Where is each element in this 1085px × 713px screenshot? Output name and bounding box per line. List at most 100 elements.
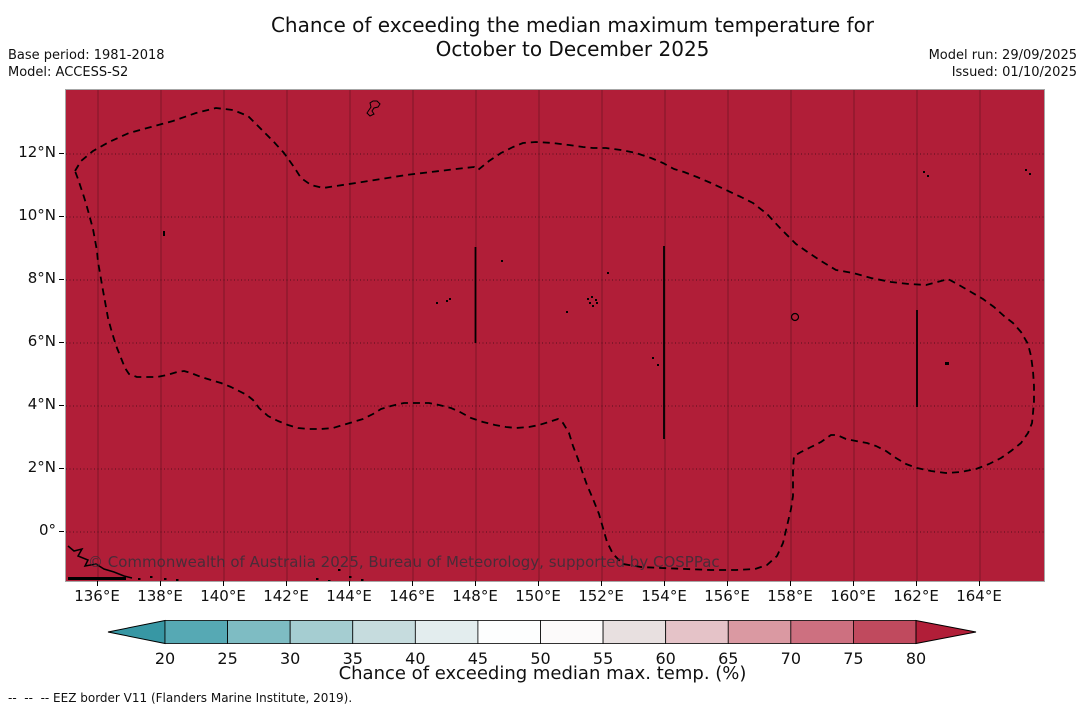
- x-tick-label: 152°E: [578, 587, 624, 605]
- coastline-outline: [68, 577, 126, 580]
- x-axis-tick: [726, 581, 728, 586]
- islet-speck: [361, 579, 364, 581]
- yap-island: [163, 231, 165, 236]
- y-axis-tick: [59, 341, 64, 343]
- y-axis-tick: [59, 404, 64, 406]
- colorbar-tick-label: 65: [718, 649, 738, 668]
- colorbar-tick-label: 30: [280, 649, 300, 668]
- colorbar-segment: [227, 620, 291, 644]
- islet-speck: [923, 171, 925, 173]
- colorbar-segment: [352, 620, 416, 644]
- x-axis-tick: [348, 581, 350, 586]
- islet-speck: [501, 260, 503, 262]
- x-axis-tick: [600, 581, 602, 586]
- coastline-outline: [67, 545, 133, 579]
- copyright-watermark: © Commonwealth of Australia 2025, Bureau…: [88, 553, 720, 571]
- islet-speck: [138, 578, 141, 580]
- x-axis-tick: [663, 581, 665, 586]
- y-tick-label: 0°: [38, 521, 56, 539]
- colorbar-tick-label: 55: [593, 649, 613, 668]
- model-name-text: Model: ACCESS-S2: [8, 64, 129, 80]
- islet-speck: [164, 578, 167, 580]
- x-tick-label: 160°E: [830, 587, 876, 605]
- x-tick-label: 150°E: [515, 587, 561, 605]
- x-tick-label: 140°E: [200, 587, 246, 605]
- colorbar-label: Chance of exceeding median max. temp. (%…: [338, 663, 747, 684]
- colorbar-segment: [477, 620, 541, 644]
- model-info: Base period: 1981-2018 Model: ACCESS-S2: [8, 48, 165, 81]
- colorbar-segment: [790, 620, 854, 644]
- islet-speck: [316, 578, 319, 580]
- islet-speck: [1025, 169, 1027, 171]
- x-axis-tick: [852, 581, 854, 586]
- chuuk-atoll-speck: [591, 296, 593, 298]
- islet-speck: [566, 311, 568, 313]
- x-tick-label: 156°E: [704, 587, 750, 605]
- probability-field: [66, 90, 1044, 581]
- islet-speck: [338, 569, 341, 571]
- colorbar-tick-label: 80: [906, 649, 926, 668]
- y-tick-label: 2°N: [27, 458, 56, 476]
- islet-speck: [328, 580, 331, 581]
- islet-speck: [446, 300, 448, 302]
- islet-speck: [176, 579, 179, 581]
- colorbar: 20 25 30 35 40 45 50 55 60 65 70 75 80: [107, 619, 977, 668]
- y-axis-tick: [59, 215, 64, 217]
- x-tick-label: 146°E: [389, 587, 435, 605]
- islet-speck: [657, 364, 659, 366]
- islet-speck: [1029, 173, 1031, 175]
- colorbar-tick-label: 20: [155, 649, 175, 668]
- y-tick-label: 10°N: [18, 206, 56, 224]
- x-tick-label: 164°E: [956, 587, 1002, 605]
- x-tick-label: 148°E: [452, 587, 498, 605]
- x-axis-tick: [537, 581, 539, 586]
- chart-title: Chance of exceeding the median maximum t…: [60, 13, 1085, 61]
- map-svg: [66, 90, 1044, 581]
- y-axis-tick: [59, 467, 64, 469]
- islet-speck: [927, 175, 929, 177]
- pohnpei-island-ring: [790, 312, 800, 322]
- y-tick-label: 12°N: [18, 143, 56, 161]
- x-axis-tick: [285, 581, 287, 586]
- x-axis-tick: [789, 581, 791, 586]
- colorbar-tick-label: 60: [655, 649, 675, 668]
- chart-title-line1: Chance of exceeding the median maximum t…: [270, 13, 875, 37]
- x-tick-label: 158°E: [767, 587, 813, 605]
- x-tick-label: 142°E: [263, 587, 309, 605]
- colorbar-tick-label: 40: [405, 649, 425, 668]
- islet-speck: [652, 357, 654, 359]
- kosrae-island: [945, 362, 949, 365]
- colorbar-tick-label: 50: [530, 649, 550, 668]
- run-info: Model run: 29/09/2025 Issued: 01/10/2025: [929, 48, 1077, 81]
- colorbar-segment: [853, 620, 917, 644]
- x-axis-tick: [222, 581, 224, 586]
- base-period-text: Base period: 1981-2018: [8, 48, 165, 63]
- islet-speck: [150, 576, 153, 578]
- colorbar-segment: [602, 620, 667, 644]
- x-axis-tick: [474, 581, 476, 586]
- model-run-text: Model run: 29/09/2025: [928, 48, 1077, 63]
- chuuk-atoll-speck: [595, 299, 597, 301]
- map-plot-area: © Commonwealth of Australia 2025, Bureau…: [65, 89, 1045, 582]
- y-tick-label: 8°N: [27, 269, 56, 287]
- y-axis-tick: [59, 278, 64, 280]
- islet-speck: [449, 298, 451, 300]
- colorbar-tick-label: 70: [781, 649, 801, 668]
- x-tick-label: 136°E: [74, 587, 120, 605]
- chuuk-atoll-speck: [596, 302, 598, 304]
- issued-text: Issued: 01/10/2025: [951, 64, 1077, 80]
- guam-island-outline: [366, 100, 381, 117]
- colorbar-under-arrow: [107, 619, 166, 645]
- colorbar-over-arrow: [915, 619, 977, 645]
- y-axis-tick: [59, 152, 64, 154]
- x-axis-tick: [411, 581, 413, 586]
- colorbar-segment: [540, 620, 604, 644]
- x-axis-tick: [159, 581, 161, 586]
- colorbar-segment: [289, 620, 354, 644]
- x-axis-tick: [915, 581, 917, 586]
- chart-title-line2: October to December 2025: [435, 37, 710, 61]
- y-axis-tick: [59, 530, 64, 532]
- x-axis-tick: [96, 581, 98, 586]
- chuuk-atoll-speck: [592, 305, 594, 307]
